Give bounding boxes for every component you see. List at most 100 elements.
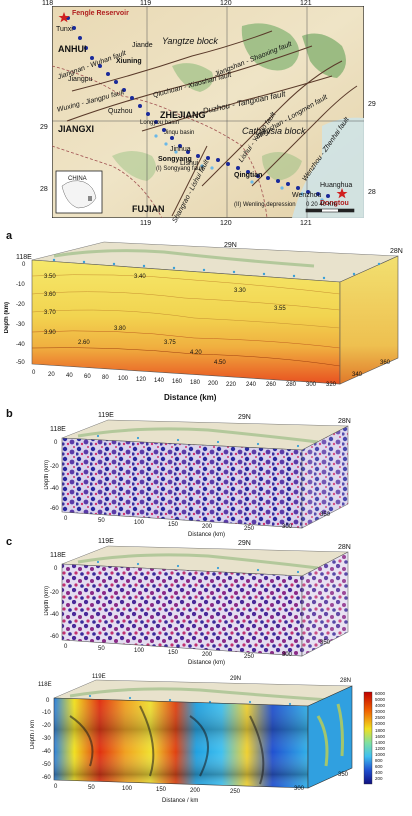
colorbar-label: 200 [375,776,383,782]
panel-d-lat-label: 28N [340,678,352,684]
panel-c-ytick: -20 [50,590,59,596]
map-lat-tick: 29 [368,101,376,108]
panel-a: 118E 29N 28N Depth (km) 0 -10 -20 -30 -4… [4,236,406,412]
panel-c-xtick: 350 [320,640,331,646]
panel-c-xtick: 200 [202,652,213,658]
colorbar-label: 1800 [375,727,386,733]
panel-a-xtick: 160 [172,379,183,385]
panel-a-xtick: 80 [102,375,109,381]
panel-b-xtick: 150 [168,522,179,528]
panel-c-xlabel: Distance (km) [188,660,226,666]
panel-a-xtick: 20 [48,372,55,378]
panel-d-ylabel: Depth / km [30,720,36,750]
colorbar-label: 2000 [375,721,386,727]
panel-a-xtick: 60 [84,374,91,380]
fault-line [66,45,313,122]
fault-line [171,145,208,217]
panel-a-xtick: 320 [326,382,337,388]
panel-d-lon-label: 119E [92,674,106,680]
panel-a-svg [31,241,399,385]
panel-d-xtick: 350 [338,772,349,778]
panel-b-xtick: 0 [64,516,68,522]
panel-b-lon-label: 118E [50,426,66,433]
colorbar-label: 400 [375,770,383,776]
panel-c-xtick: 300 [282,652,293,658]
panel-c-ytick: -60 [50,634,59,640]
map-lon-tick-bottom: 121 [300,220,312,227]
panel-a-xtick: 40 [66,373,73,379]
place-label: Fengle Reservoir [72,10,129,17]
map-green-patch [262,152,302,181]
panel-a-xtick: 300 [306,382,317,388]
place-label: Jiande [132,42,153,49]
panel-c-xtick: 250 [244,654,255,660]
panel-b-letter: b [6,408,13,420]
panel-c-letter: c [6,536,13,548]
colorbar-label: 3000 [375,709,386,715]
panel-b-front-face [61,437,303,529]
panel-b-lat-label: 28N [338,418,351,425]
contour-label: 3.60 [44,292,56,298]
map-lat-tick: 29 [40,124,48,131]
panel-c-lon-label: 119E [98,538,114,545]
panel-c-svg [61,545,349,657]
panel-d-ytick: -60 [42,775,51,781]
panel-a-ytick: -20 [16,302,25,308]
panel-c-side-face [301,551,349,657]
panel-d-xtick: 50 [88,785,95,791]
map-lon-tick: 119 [140,0,152,7]
panel-a-lon-label: 118E [16,254,32,261]
map-lat-tick: 28 [40,186,48,193]
panel-a-xtick: 220 [226,382,237,388]
contour-label: 3.75 [164,340,176,346]
block-label: Yangtze block [162,36,218,46]
panel-b-ytick: 0 [54,440,58,446]
map-green-patch [172,63,214,92]
contour-label: 3.90 [44,330,56,336]
panel-d: 118E 119E 29N 28N Depth / km 0 -10 -20 -… [30,674,408,812]
panel-b-xtick: 300 [282,524,293,530]
panel-c-xtick: 0 [64,644,68,650]
panel-b-side-face [301,425,349,529]
panel-d-xtick: 200 [190,788,201,794]
panel-d-ytick: -20 [42,723,51,729]
panel-a-xlabel: Distance (km) [164,393,217,402]
panel-a-xtick: 140 [154,378,165,384]
panel-a-xtick: 260 [266,382,277,388]
scale-label: 0 20 40 Km [306,202,337,208]
panel-a-xtick: 280 [286,382,297,388]
panel-a-lat-label: 29N [224,242,237,249]
panel-d-lon-label: 118E [38,682,52,688]
dongtou-star-icon [336,188,348,199]
panel-d-xtick: 250 [230,789,241,795]
contour-label: 3.50 [44,274,56,280]
panel-a-xtick: 360 [380,360,391,366]
colorbar-labels: 6000 5000 4000 3000 2500 2000 1800 1600 … [375,691,405,782]
panel-b-xtick: 350 [320,512,331,518]
map-green-patch [112,151,156,181]
feature-label: (II) Wenling depression [234,202,296,208]
colorbar [363,691,373,785]
panel-b-xlabel: Distance (km) [188,532,226,538]
panel-a-stations [52,258,381,280]
province-label: ANHUI [58,44,87,54]
map-lat-tick: 28 [368,189,376,196]
map-lon-tick: 118 [42,0,54,7]
panel-a-xtick: 100 [118,376,129,382]
panel-c: 119E 118E 29N 28N Depth (km) 0 -20 -40 -… [44,538,360,668]
panel-b-svg [61,419,349,529]
panel-c-xtick: 150 [168,650,179,656]
panel-c-xtick: 100 [134,648,145,654]
fault-line [201,60,343,187]
colorbar-label: 4000 [375,703,386,709]
panel-d-ytick: -40 [42,749,51,755]
panel-b-xtick: 250 [244,526,255,532]
inset-label: CHINA [68,176,87,182]
place-label: Jiangpu [68,76,93,83]
panel-a-front-face [31,259,341,385]
contour-label: 4.50 [214,360,226,366]
contour-label: 3.55 [274,306,286,312]
map-lon-tick-bottom: 120 [220,220,232,227]
panel-a-xtick: 0 [32,370,36,376]
colorbar-label: 1000 [375,751,386,757]
